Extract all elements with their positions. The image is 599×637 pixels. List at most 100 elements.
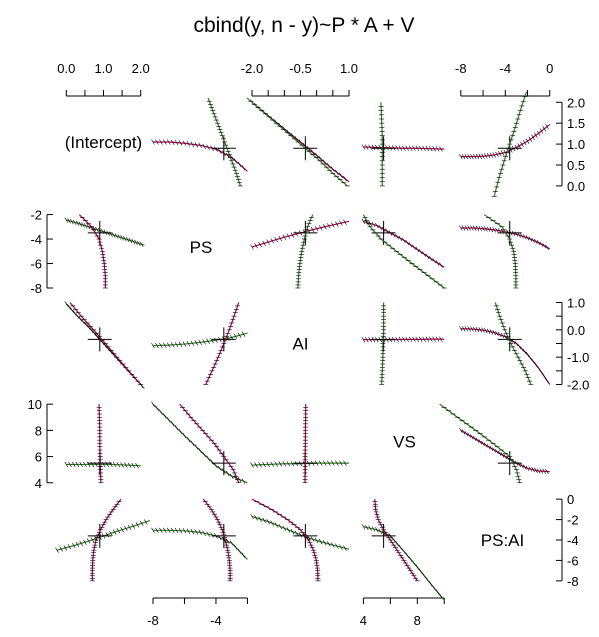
hatch-4-0-4-1 xyxy=(120,527,124,533)
hatch-1-2-1-3 xyxy=(278,235,283,242)
hatch-1-4-5-2 xyxy=(520,233,524,239)
hatch-2-4-3-1 xyxy=(495,330,499,337)
hatch-3-1-5-3 xyxy=(241,478,246,484)
hatch-2-1-3-0 xyxy=(198,339,202,346)
top-tick-label-2-2: 1.0 xyxy=(340,61,358,76)
hatch-2-4-7-1 xyxy=(539,369,544,375)
hatch-0-2-4-3 xyxy=(327,163,331,169)
hatch-2-0-0-0 xyxy=(64,301,69,307)
hatch-2-4-7-2 xyxy=(542,373,546,379)
hatch-0-4-3-0 xyxy=(492,152,496,158)
hatch-2-0-2-3 xyxy=(95,333,99,339)
hatch-1-0-0-3 xyxy=(72,219,77,226)
hatch-0-4-7-0 xyxy=(536,130,541,136)
hatch-2-4-6-0 xyxy=(525,351,530,358)
right-tick-label-4-1: -6 xyxy=(567,553,579,568)
hatch-3-1-3-3 xyxy=(210,459,214,465)
hatch-0-3-4-2 xyxy=(422,145,426,152)
hatch-2-4-3-2 xyxy=(497,331,502,338)
hatch-1-0-0-0 xyxy=(64,217,69,223)
hatch-2-1-2-2 xyxy=(190,340,195,346)
hatch-4-3-4-1 xyxy=(418,568,423,574)
hatch-4-1-2-1 xyxy=(186,528,191,534)
hatch-3-1-0-1 xyxy=(155,405,159,411)
hatch-0-1-3-2 xyxy=(206,144,210,150)
hatch-1-3-5-3 xyxy=(439,262,443,268)
hatch-3-0-0-2 xyxy=(71,461,76,468)
right-tick-label-4-3: -2 xyxy=(567,513,579,528)
hatch-0-1-5-3 xyxy=(241,165,246,171)
hatch-1-3-1-0 xyxy=(375,222,379,229)
hatch-1-0-5-2 xyxy=(125,237,130,243)
hatch-4-2-5-0 xyxy=(331,542,335,548)
hatch-2-3-4-0 xyxy=(415,336,420,343)
hatch-3-4-7-0 xyxy=(536,468,541,474)
hatch-0-3-3-1 xyxy=(405,145,409,151)
hatch-4-0-3-2 xyxy=(109,530,113,537)
hatch-2-1-0-3 xyxy=(163,342,167,348)
hatch-3-1-2-3 xyxy=(194,444,199,450)
hatch-4-3-0-0 xyxy=(361,524,366,530)
hatch-1-4-6-1 xyxy=(528,236,533,242)
hatch-4-0-1-1 xyxy=(75,541,80,548)
hatch-0-1-4-3 xyxy=(225,152,230,159)
hatch-2-4-3-3 xyxy=(500,332,505,339)
hatch-2-4-2-2 xyxy=(486,328,491,334)
hatch-2-4-1-3 xyxy=(478,327,483,333)
hatch-3-1-0-2 xyxy=(159,409,163,415)
hatch-3-2-5-2 xyxy=(339,460,343,466)
hatch-4-1-0-2 xyxy=(159,527,163,533)
hatch-0-4-1-3 xyxy=(478,153,483,159)
hatch-3-0-1-2 xyxy=(86,461,91,468)
hatch-0-4-2-1 xyxy=(484,153,488,159)
hatch-4-2-5-3 xyxy=(343,545,347,551)
hatch-0-4-6-0 xyxy=(525,138,530,144)
hatch-0-4-6-2 xyxy=(531,134,535,140)
hatch-2-1-2-1 xyxy=(186,340,191,347)
hatch-2-3-3-3 xyxy=(412,336,416,343)
hatch-4-1-1-3 xyxy=(178,528,183,534)
hatch-3-4-0-3 xyxy=(467,432,471,438)
hatch-3-0-1-0 xyxy=(79,461,83,468)
hatch-2-1-5-1 xyxy=(233,333,238,340)
hatch-0-4-7-3 xyxy=(545,123,549,130)
hatch-4-0-1-2 xyxy=(79,540,83,546)
hatch-0-1-1-3 xyxy=(178,140,183,146)
hatch-4-2-3-3 xyxy=(310,536,315,542)
hatch-3-1-2-1 xyxy=(186,436,191,443)
hatch-1-3-3-0 xyxy=(402,237,406,243)
right-tick-label-2-2: 0.0 xyxy=(567,323,585,338)
hatch-2-3-3-2 xyxy=(408,336,413,343)
hatch-2-3-4-2 xyxy=(422,336,426,342)
hatch-3-2-5-1 xyxy=(335,460,339,466)
hatch-0-3-0-2 xyxy=(368,144,372,150)
hatch-4-1-5-0 xyxy=(229,540,234,546)
hatch-0-4-5-3 xyxy=(522,140,527,146)
hatch-1-3-3-1 xyxy=(405,239,409,246)
hatch-1-0-2-0 xyxy=(86,224,91,230)
hatch-0-4-1-0 xyxy=(470,153,474,160)
hatch-2-4-0-1 xyxy=(461,326,466,332)
hatch-3-0-0-3 xyxy=(75,461,80,468)
left-tick-label-3-1: 6 xyxy=(35,450,42,465)
hatch-0-1-0-0 xyxy=(151,139,155,145)
hatch-3-4-1-1 xyxy=(472,435,477,442)
hatch-4-0-5-1 xyxy=(135,522,140,528)
transposed-line-3-1 xyxy=(179,403,240,483)
hatch-2-3-2-3 xyxy=(398,336,403,343)
hatch-3-0-3-3 xyxy=(120,462,124,468)
hatch-0-2-5-0 xyxy=(331,166,335,172)
hatch-4-0-0-3 xyxy=(67,544,72,550)
hatch-2-3-0-2 xyxy=(368,337,372,343)
hatch-3-1-5-0 xyxy=(229,473,234,479)
hatch-3-1-0-3 xyxy=(163,413,167,419)
right-tick-label-4-4: 0 xyxy=(567,492,574,507)
profile-line-1-2 xyxy=(251,220,350,248)
hatch-2-0-2-1 xyxy=(89,327,94,333)
hatch-1-2-4-1 xyxy=(318,225,323,231)
hatch-1-0-0-2 xyxy=(70,218,74,225)
hatch-2-4-1-1 xyxy=(472,326,477,332)
hatch-0-3-4-0 xyxy=(415,145,420,151)
hatch-2-3-5-0 xyxy=(429,336,433,342)
hatch-0-3-0-1 xyxy=(365,144,369,150)
